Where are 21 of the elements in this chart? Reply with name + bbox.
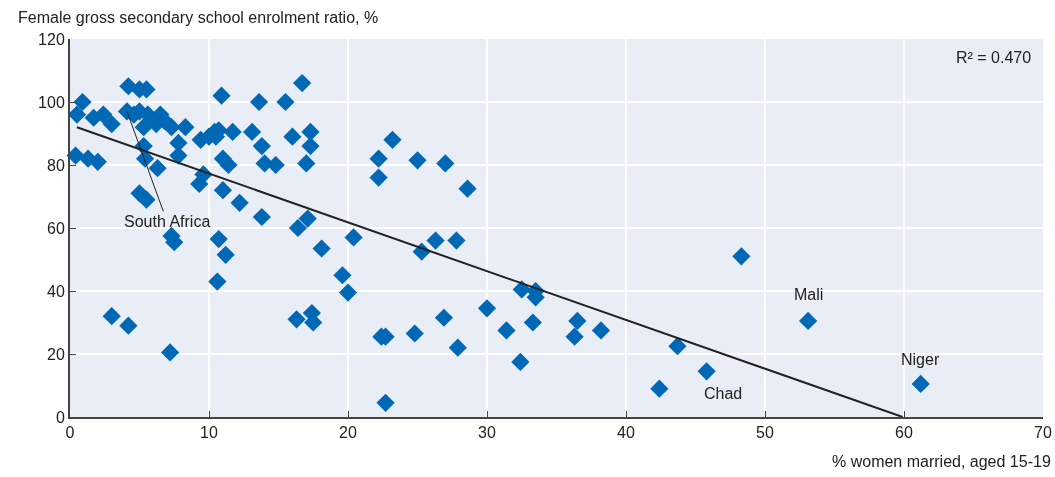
y-tick-label: 80 (47, 156, 65, 174)
annotation: Mali (794, 286, 824, 303)
y-axis-title: Female gross secondary school enrolment ratio, % (18, 9, 379, 26)
y-tick-label: 120 (38, 30, 65, 48)
annotation: Niger (901, 351, 940, 368)
x-tick-label: 60 (895, 424, 913, 442)
y-tick-label: 40 (47, 282, 65, 300)
annotation: South Africa (124, 213, 211, 230)
y-tick-label: 100 (38, 93, 65, 111)
y-tick-label: 0 (55, 408, 65, 426)
x-tick-label: 70 (1034, 424, 1052, 442)
x-tick-label: 30 (478, 424, 496, 442)
y-tick-label: 20 (47, 345, 65, 363)
x-axis-title: % women married, aged 15-19 (832, 453, 1051, 470)
annotation: Chad (704, 385, 743, 402)
x-tick-label: 50 (756, 424, 774, 442)
annotation: R² = 0.470 (956, 49, 1032, 66)
y-tick-label: 60 (47, 219, 65, 237)
x-tick-label: 40 (617, 424, 635, 442)
x-tick-label: 10 (200, 424, 218, 442)
x-tick-label: 20 (339, 424, 357, 442)
